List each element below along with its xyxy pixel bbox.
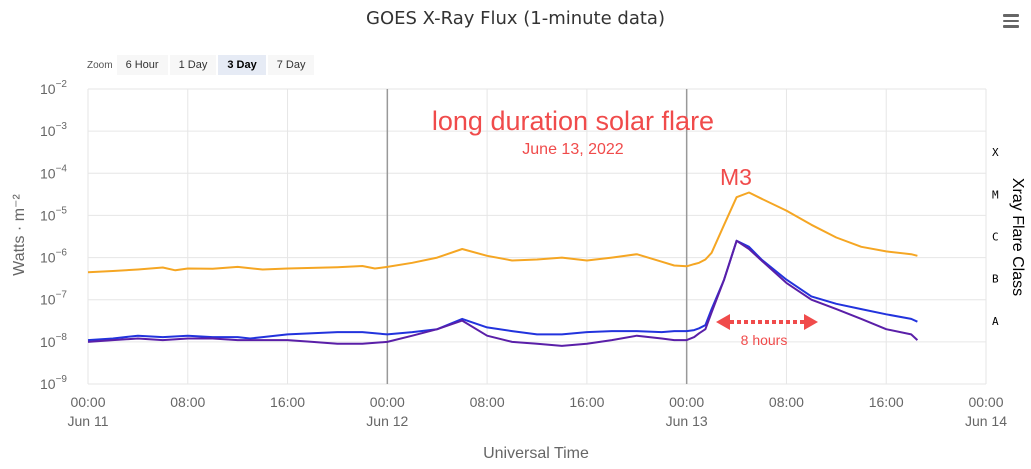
x-tick-time: 00:00	[70, 394, 105, 410]
flare-class-label: C	[992, 231, 999, 244]
grid	[87, 88, 987, 385]
x-tick-labels: 00:00 Jun 11 08:00 16:00 00:00 Jun 12 08:00 16:…	[68, 394, 1008, 429]
hamburger-menu-icon[interactable]	[1003, 14, 1019, 28]
y-tick-label: 10−2	[40, 79, 67, 97]
x-tick-time: 00:00	[968, 394, 1003, 410]
series-line	[87, 191, 918, 274]
annotation-date: June 13, 2022	[522, 141, 624, 158]
y-tick-label: 10−4	[40, 163, 67, 181]
flare-class-label: X	[992, 146, 999, 159]
x-tick-time: 08:00	[769, 394, 804, 410]
zoom-3-day-button[interactable]: 3 Day	[218, 55, 266, 75]
duration-arrow	[716, 314, 818, 330]
x-tick-date: Jun 14	[965, 413, 1007, 429]
zoom-label: Zoom	[87, 59, 113, 71]
x-tick-time: 08:00	[470, 394, 505, 410]
chart-title: GOES X-Ray Flux (1-minute data)	[366, 8, 665, 29]
x-tick-date: Jun 11	[68, 413, 109, 429]
x-tick-date: Jun 12	[366, 413, 408, 429]
zoom-7-day-button[interactable]: 7 Day	[267, 55, 315, 75]
y-tick-label: 10−3	[40, 121, 67, 139]
y2-axis-title: Xray Flare Class	[1009, 178, 1026, 296]
y-tick-label: 10−9	[40, 374, 67, 392]
y-tick-label: 10−6	[40, 248, 67, 266]
flare-class-label: M	[992, 188, 999, 201]
x-tick-time: 16:00	[569, 394, 604, 410]
series-lines	[87, 191, 919, 347]
annotation-duration: 8 hours	[741, 332, 788, 348]
x-axis-title: Universal Time	[483, 445, 589, 462]
x-tick-time: 00:00	[370, 394, 405, 410]
x-tick-date: Jun 13	[666, 413, 708, 429]
annotation-peak-class: M3	[720, 164, 752, 190]
series-line	[87, 239, 919, 347]
y-tick-labels: 10−2 10−3 10−4 10−5 10−6 10−7 10−8 10−9	[40, 79, 67, 392]
y-tick-label: 10−8	[40, 332, 67, 350]
y-tick-label: 10−7	[40, 290, 67, 308]
flare-class-labels: X M C B A	[992, 146, 999, 328]
x-tick-time: 16:00	[270, 394, 305, 410]
zoom-6-hour-button[interactable]: 6 Hour	[116, 55, 168, 75]
flare-class-label: A	[992, 315, 999, 328]
flare-class-label: B	[992, 273, 999, 286]
series-line	[87, 239, 918, 342]
annotation-headline: long duration solar flare	[432, 106, 714, 136]
x-tick-time: 08:00	[170, 394, 205, 410]
y-axis-title: Watts · m⁻²	[11, 194, 28, 276]
x-tick-time: 16:00	[869, 394, 904, 410]
zoom-1-day-button[interactable]: 1 Day	[169, 55, 217, 75]
zoom-bar: Zoom 6 Hour 1 Day 3 Day 7 Day	[87, 54, 316, 76]
x-tick-time: 00:00	[669, 394, 704, 410]
y-tick-label: 10−5	[40, 205, 67, 223]
